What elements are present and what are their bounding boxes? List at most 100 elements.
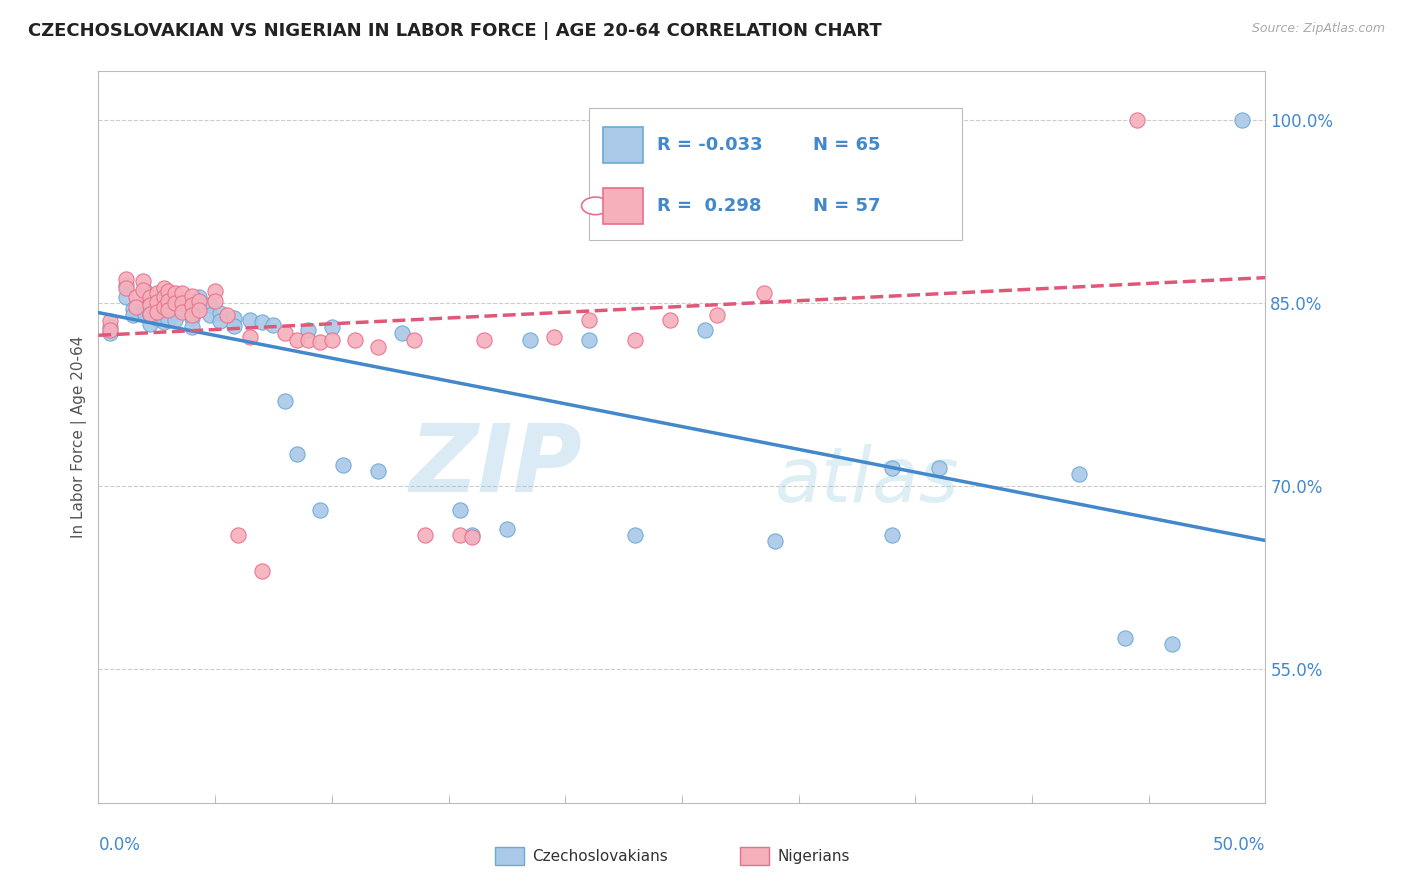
Point xyxy=(200,308,222,322)
Point xyxy=(332,458,354,472)
Point xyxy=(98,323,121,337)
Point xyxy=(262,318,284,332)
Point xyxy=(1067,467,1090,481)
Point xyxy=(115,271,138,285)
Point xyxy=(208,314,231,328)
Point xyxy=(146,286,169,301)
Point xyxy=(880,527,903,541)
Point xyxy=(172,293,194,308)
Point xyxy=(115,277,138,292)
Point xyxy=(157,303,180,318)
Point xyxy=(98,326,121,341)
Point xyxy=(274,326,297,341)
Text: Czechoslovakians: Czechoslovakians xyxy=(533,848,668,863)
Point xyxy=(496,521,519,535)
Point xyxy=(172,304,194,318)
Point xyxy=(1126,113,1149,128)
Point xyxy=(165,286,187,301)
Point xyxy=(250,564,273,578)
Point xyxy=(172,296,194,310)
Point xyxy=(172,286,194,301)
Point xyxy=(134,284,156,298)
Point xyxy=(115,281,138,295)
Point xyxy=(391,326,413,341)
Point xyxy=(152,300,174,314)
Text: CZECHOSLOVAKIAN VS NIGERIAN IN LABOR FORCE | AGE 20-64 CORRELATION CHART: CZECHOSLOVAKIAN VS NIGERIAN IN LABOR FOR… xyxy=(28,22,882,40)
Point xyxy=(139,308,162,322)
Point xyxy=(165,313,187,327)
Point xyxy=(297,323,319,337)
Point xyxy=(763,533,786,548)
Point xyxy=(880,460,903,475)
Point xyxy=(122,308,145,322)
Point xyxy=(309,334,332,349)
Point xyxy=(297,333,319,347)
Bar xyxy=(603,128,644,163)
Text: ZIP: ZIP xyxy=(409,420,582,512)
Point xyxy=(139,298,162,312)
Point xyxy=(132,274,155,288)
Point xyxy=(134,308,156,322)
Point xyxy=(139,290,162,304)
Point xyxy=(180,301,202,317)
Point xyxy=(146,293,169,308)
Point xyxy=(1161,637,1184,651)
Point xyxy=(208,306,231,320)
Point xyxy=(152,316,174,330)
Text: N = 57: N = 57 xyxy=(813,197,880,215)
Point xyxy=(165,296,187,310)
Point xyxy=(98,314,121,328)
Point xyxy=(274,393,297,408)
Point xyxy=(98,320,121,334)
Point xyxy=(472,333,495,347)
Bar xyxy=(603,188,644,224)
Point xyxy=(344,333,367,347)
Point xyxy=(222,319,245,334)
Point xyxy=(215,308,238,322)
Point xyxy=(239,313,262,327)
Point xyxy=(285,447,308,461)
Point xyxy=(752,286,775,301)
Point xyxy=(928,113,950,128)
Point xyxy=(165,296,187,310)
Point xyxy=(204,284,226,298)
Bar xyxy=(741,847,769,865)
Point xyxy=(187,290,209,304)
Point xyxy=(187,303,209,318)
Text: 50.0%: 50.0% xyxy=(1213,836,1265,854)
Point xyxy=(578,333,600,347)
Point xyxy=(115,290,138,304)
Y-axis label: In Labor Force | Age 20-64: In Labor Force | Age 20-64 xyxy=(72,336,87,538)
Bar xyxy=(495,847,524,865)
Point xyxy=(461,530,484,544)
Point xyxy=(187,293,209,308)
Point xyxy=(139,307,162,321)
Point xyxy=(152,281,174,295)
Text: Source: ZipAtlas.com: Source: ZipAtlas.com xyxy=(1251,22,1385,36)
Point xyxy=(152,290,174,304)
Text: atlas: atlas xyxy=(775,444,960,518)
Point xyxy=(132,283,155,297)
Point xyxy=(180,310,202,325)
Point xyxy=(543,330,565,344)
Point xyxy=(239,330,262,344)
Point xyxy=(402,333,425,347)
Point xyxy=(157,313,180,327)
Point xyxy=(367,464,389,478)
Point xyxy=(624,333,647,347)
Point xyxy=(125,300,148,314)
Point xyxy=(928,460,950,475)
Text: N = 65: N = 65 xyxy=(813,136,880,154)
Point xyxy=(449,527,471,541)
Point xyxy=(659,313,682,327)
Point xyxy=(321,320,343,334)
Point xyxy=(578,313,600,327)
Point xyxy=(285,333,308,347)
Point xyxy=(180,288,202,302)
Point xyxy=(122,301,145,317)
Circle shape xyxy=(582,197,610,215)
Point xyxy=(165,304,187,318)
Point xyxy=(180,298,202,312)
Point xyxy=(139,298,162,312)
Point xyxy=(706,308,728,322)
